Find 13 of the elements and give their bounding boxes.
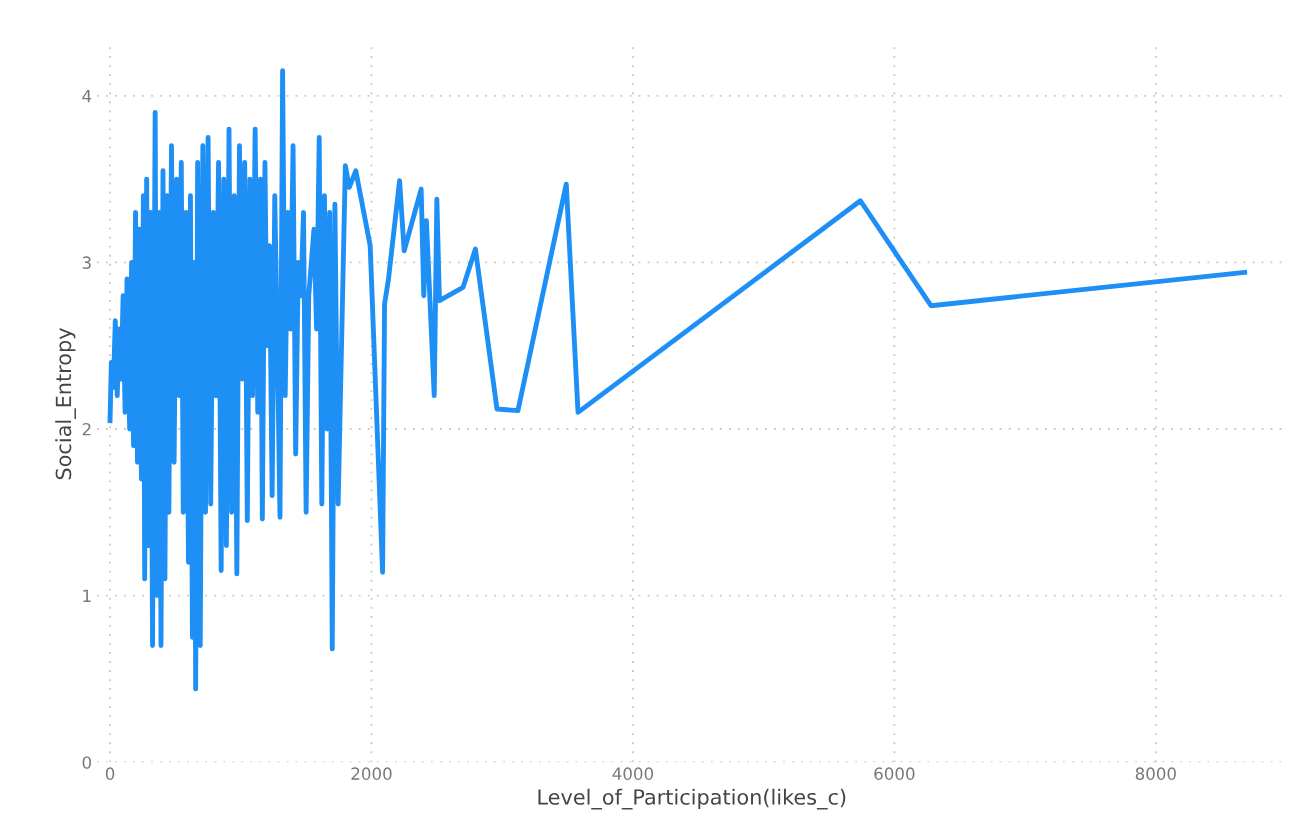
y-tick-label: 4 — [82, 89, 92, 103]
x-axis-title: Level_of_Participation(likes_c) — [538, 788, 846, 810]
y-tick-label: 1 — [83, 589, 91, 602]
x-tick-label: 4000 — [612, 767, 654, 780]
x-tick-label: 0 — [105, 767, 115, 780]
x-tick-label: 8000 — [1135, 767, 1176, 780]
line-series — [107, 68, 1248, 692]
y-axis-title: Social_Entropy — [55, 328, 76, 480]
y-tick-label: 3 — [82, 256, 91, 269]
x-tick-label: 6000 — [874, 767, 915, 780]
x-tick-label: 2000 — [351, 767, 392, 780]
y-tick-label: 2 — [82, 422, 91, 436]
y-tick-label: 0 — [82, 756, 92, 769]
